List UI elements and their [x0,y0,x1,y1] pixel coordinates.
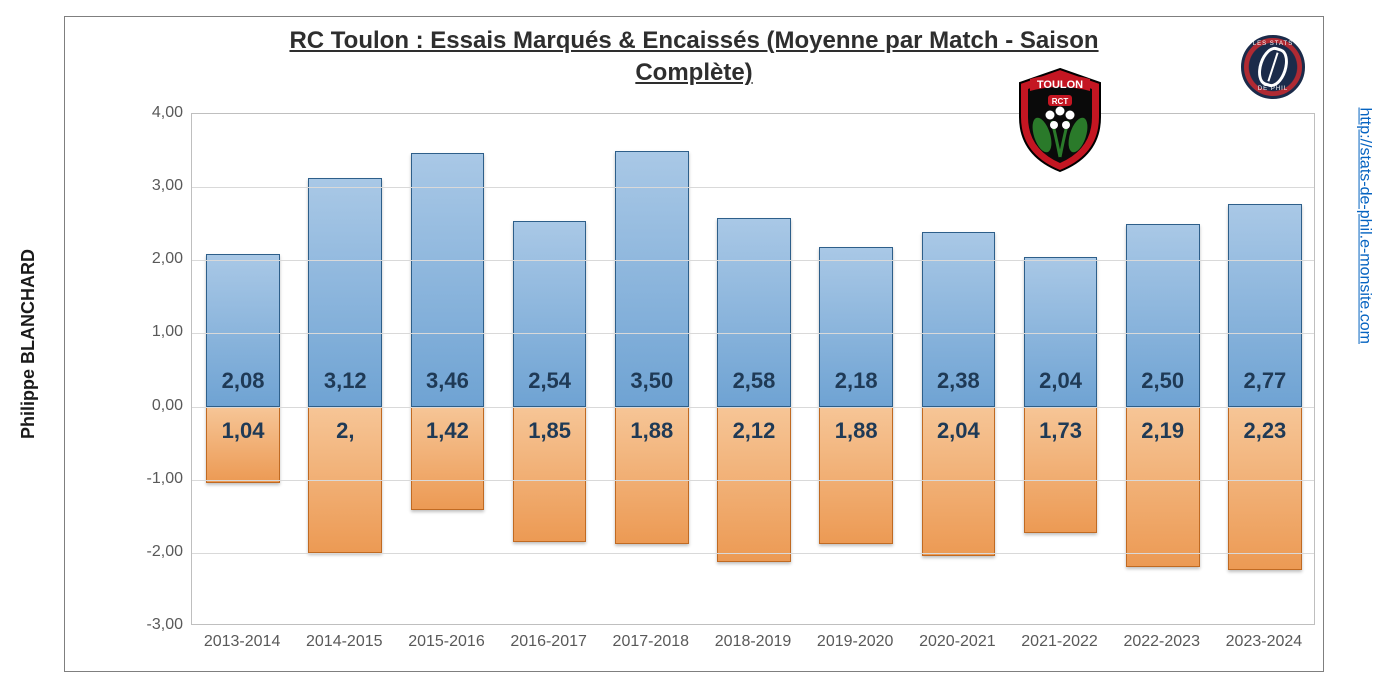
bar-conceded-label: 1,88 [820,418,892,444]
bar-conceded-label: 2,19 [1127,418,1199,444]
bar-conceded-label: 1,88 [616,418,688,444]
bar-conceded-label: 1,04 [207,418,279,444]
bar-conceded-label: 2,12 [718,418,790,444]
x-tick-label: 2020-2021 [919,633,996,651]
bar-conceded-label: 1,42 [412,418,484,444]
bar-scored-label: 2,38 [923,368,995,394]
title-line-2: Complète) [635,59,752,86]
bar-conceded: 2,12 [717,407,791,562]
bar-conceded: 1,88 [819,407,893,545]
logo-ring-bottom: DE PHIL [1244,86,1302,92]
y-tick-label: 3,00 [123,177,183,195]
bar-scored-label: 2,54 [514,368,586,394]
author-label: Philippe BLANCHARD [18,249,39,439]
bar-scored-label: 3,50 [616,368,688,394]
chart-title: RC Toulon : Essais Marqués & Encaissés (… [65,25,1323,90]
gridline [192,260,1314,261]
bar-conceded: 1,73 [1024,407,1098,534]
x-tick-label: 2014-2015 [306,633,383,651]
bar-conceded: 2,04 [922,407,996,556]
y-tick-label: -2,00 [123,543,183,561]
gridline [192,333,1314,334]
bar-scored: 3,12 [308,178,382,406]
bar-scored: 2,04 [1024,257,1098,406]
bar-scored: 2,50 [1126,224,1200,407]
plot-area: 2,08 1,04 3,12 2, 3,46 1,42 2,54 1,85 3,50 1,88 2,… [191,113,1315,625]
svg-text:RCT: RCT [1051,97,1068,106]
bar-scored-label: 2,58 [718,368,790,394]
x-tick-label: 2018-2019 [715,633,792,651]
svg-text:TOULON: TOULON [1036,79,1082,91]
y-tick-label: 1,00 [123,323,183,341]
toulon-shield-logo: TOULON RCT [1012,65,1108,175]
bar-conceded-label: 1,73 [1025,418,1097,444]
x-tick-label: 2019-2020 [817,633,894,651]
x-tick-label: 2021-2022 [1021,633,1098,651]
x-tick-label: 2015-2016 [408,633,485,651]
bar-conceded: 1,88 [615,407,689,545]
bar-scored-label: 2,04 [1025,368,1097,394]
bar-scored: 2,77 [1228,204,1302,407]
stats-logo: LES STATS DE PHIL [1241,35,1305,99]
bar-conceded: 1,85 [513,407,587,542]
bar-conceded-label: 2,04 [923,418,995,444]
x-tick-label: 2016-2017 [510,633,587,651]
bar-conceded-label: 1,85 [514,418,586,444]
bar-scored: 2,58 [717,218,791,407]
site-link[interactable]: http://stats-de-phil.e-monsite.com [1356,107,1374,344]
bar-scored: 2,54 [513,221,587,407]
bar-scored-label: 2,18 [820,368,892,394]
y-tick-label: 4,00 [123,104,183,122]
bar-scored: 2,08 [206,254,280,406]
gridline [192,480,1314,481]
bar-scored-label: 2,08 [207,368,279,394]
bars-layer: 2,08 1,04 3,12 2, 3,46 1,42 2,54 1,85 3,50 1,88 2,… [192,114,1314,624]
bar-conceded: 1,04 [206,407,280,483]
chart-frame: RC Toulon : Essais Marqués & Encaissés (… [64,16,1324,672]
x-tick-label: 2013-2014 [204,633,281,651]
bar-scored: 3,50 [615,151,689,407]
x-tick-label: 2017-2018 [613,633,690,651]
rugby-ball-icon [1254,44,1293,91]
y-tick-label: -3,00 [123,616,183,634]
gridline [192,187,1314,188]
bar-conceded-label: 2,23 [1229,418,1301,444]
bar-conceded: 2,23 [1228,407,1302,570]
bar-scored: 2,18 [819,247,893,406]
bar-scored-label: 3,46 [412,368,484,394]
bar-scored: 2,38 [922,232,996,406]
y-tick-label: 2,00 [123,250,183,268]
title-line-1: RC Toulon : Essais Marqués & Encaissés (… [289,27,1098,54]
bar-conceded-label: 2, [309,418,381,444]
x-tick-label: 2023-2024 [1226,633,1303,651]
y-tick-label: 0,00 [123,397,183,415]
x-tick-label: 2022-2023 [1123,633,1200,651]
bar-scored: 3,46 [411,153,485,406]
y-tick-label: -1,00 [123,470,183,488]
gridline [192,553,1314,554]
gridline [192,407,1314,408]
bar-scored-label: 2,77 [1229,368,1301,394]
bar-scored-label: 3,12 [309,368,381,394]
bar-conceded: 2,19 [1126,407,1200,567]
bar-scored-label: 2,50 [1127,368,1199,394]
bar-conceded: 1,42 [411,407,485,511]
